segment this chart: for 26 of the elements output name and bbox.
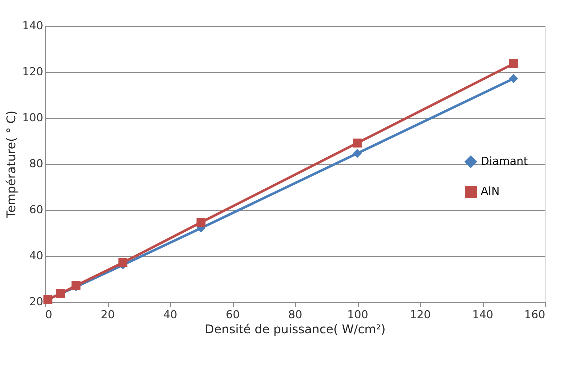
x-tick-label: 160 (524, 308, 546, 322)
x-tick-label: 80 (288, 308, 302, 322)
x-tick-label: 140 (472, 308, 494, 322)
point (353, 138, 362, 148)
y-tick-label: 80 (30, 158, 44, 170)
y-tick-label: 20 (30, 296, 44, 308)
y-tick-label: 60 (30, 204, 44, 216)
point (509, 74, 518, 84)
point (509, 59, 518, 68)
x-axis-title: Densité de puissance( W/cm²) (205, 322, 386, 336)
y-tick-label: 40 (30, 250, 44, 262)
point (196, 218, 206, 228)
y-tick-label: 120 (22, 66, 44, 78)
x-tick-label: 20 (101, 308, 115, 322)
y-tick-label: 140 (22, 20, 44, 32)
x-tick-label: 100 (348, 308, 368, 322)
legend-label: AlN (481, 185, 500, 198)
point (353, 149, 362, 158)
x-tick-label: 40 (164, 308, 178, 322)
point (118, 258, 128, 268)
y-axis-title: Température( ° C) (4, 110, 19, 220)
x-tick-label: 60 (226, 308, 240, 322)
x-tick-label: 120 (410, 308, 431, 322)
y-tick-label: 100 (22, 112, 44, 124)
legend-label: Diamant (481, 155, 529, 168)
x-tick-label: 0 (46, 308, 52, 322)
